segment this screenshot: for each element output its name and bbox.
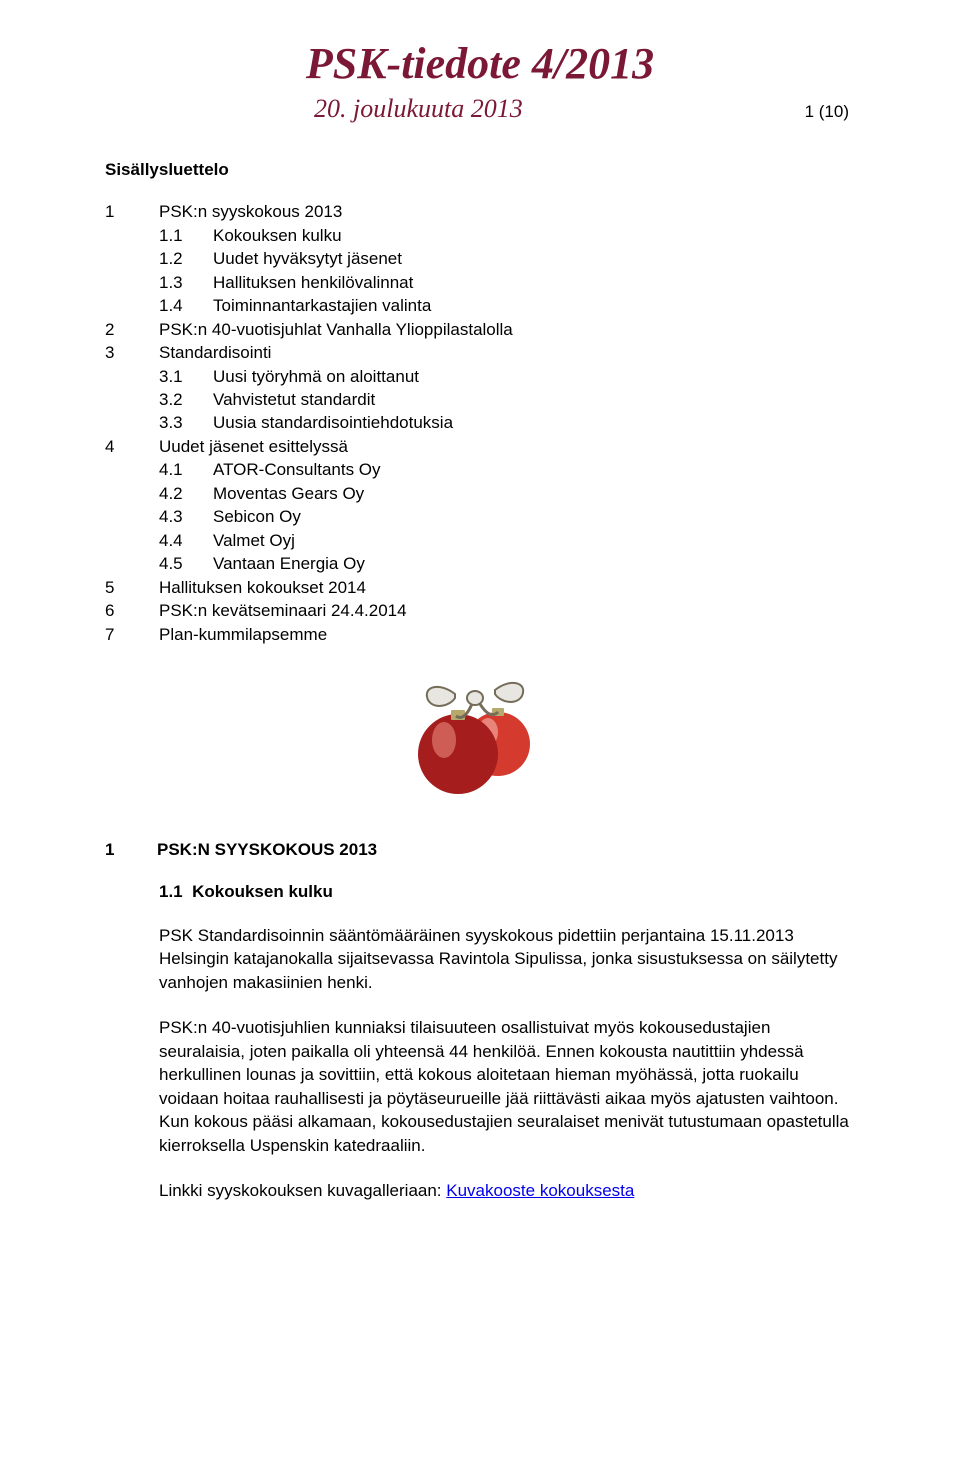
toc-entry: 1.1Kokouksen kulku [105,224,855,247]
section-1-1-title: Kokouksen kulku [192,882,333,901]
section-1-body: 1.1 Kokouksen kulku PSK Standardisoinnin… [159,882,855,1203]
table-of-contents: 1PSK:n syyskokous 20131.1Kokouksen kulku… [105,200,855,646]
toc-entry-num: 7 [105,623,159,646]
toc-entry-label: Hallituksen kokoukset 2014 [159,576,366,599]
toc-entry-num: 6 [105,599,159,622]
toc-entry-label: Vantaan Energia Oy [213,552,365,575]
toc-entry: 1PSK:n syyskokous 2013 [105,200,855,223]
toc-entry: 5Hallituksen kokoukset 2014 [105,576,855,599]
toc-entry-label: Uudet jäsenet esittelyssä [159,435,348,458]
toc-entry: 4.5Vantaan Energia Oy [105,552,855,575]
document-title: PSK-tiedote 4/2013 [105,40,855,88]
paragraph-1: PSK Standardisoinnin sääntömääräinen syy… [159,924,855,994]
toc-entry-label: Sebicon Oy [213,505,301,528]
page-indicator: 1 (10) [805,102,849,122]
toc-heading: Sisällysluettelo [105,160,855,180]
toc-entry-label: Vahvistetut standardit [213,388,375,411]
toc-entry-label: Plan-kummilapsemme [159,623,327,646]
toc-entry-num: 4.5 [159,552,213,575]
toc-entry-num: 4.4 [159,529,213,552]
toc-entry-label: Valmet Oyj [213,529,295,552]
section-1-heading: 1PSK:N SYYSKOKOUS 2013 [105,840,855,860]
toc-entry: 4.4Valmet Oyj [105,529,855,552]
toc-entry-num: 1.2 [159,247,213,270]
toc-entry-num: 1.1 [159,224,213,247]
toc-entry: 1.4Toiminnantarkastajien valinta [105,294,855,317]
paragraph-3: Linkki syyskokouksen kuvagalleriaan: Kuv… [159,1179,855,1202]
toc-entry-num: 3.3 [159,411,213,434]
toc-entry-label: ATOR-Consultants Oy [213,458,381,481]
sub-header: 20. joulukuuta 2013 1 (10) [109,94,851,124]
document-page: PSK-tiedote 4/2013 20. joulukuuta 2013 1… [0,0,960,1462]
paragraph-2: PSK:n 40-vuotisjuhlien kunniaksi tilaisu… [159,1016,855,1157]
toc-entry: 3Standardisointi [105,341,855,364]
toc-entry-num: 3.2 [159,388,213,411]
toc-entry-label: PSK:n syyskokous 2013 [159,200,342,223]
toc-entry: 3.3Uusia standardisointiehdotuksia [105,411,855,434]
toc-entry-label: PSK:n 40-vuotisjuhlat Vanhalla Ylioppila… [159,318,513,341]
gallery-link[interactable]: Kuvakooste kokouksesta [446,1181,634,1200]
toc-entry-label: Hallituksen henkilövalinnat [213,271,413,294]
document-date: 20. joulukuuta 2013 [314,94,523,124]
toc-entry: 4Uudet jäsenet esittelyssä [105,435,855,458]
toc-entry: 2PSK:n 40-vuotisjuhlat Vanhalla Ylioppil… [105,318,855,341]
toc-entry: 1.3Hallituksen henkilövalinnat [105,271,855,294]
christmas-ornament-image [400,676,560,796]
section-1-1-num: 1.1 [159,882,183,901]
toc-entry-label: PSK:n kevätseminaari 24.4.2014 [159,599,407,622]
toc-entry-label: Kokouksen kulku [213,224,342,247]
toc-entry-num: 1.4 [159,294,213,317]
section-1-1-heading: 1.1 Kokouksen kulku [159,882,855,902]
section-1-num: 1 [105,840,157,860]
toc-entry-num: 4 [105,435,159,458]
toc-entry: 4.2Moventas Gears Oy [105,482,855,505]
toc-entry-label: Uusi työryhmä on aloittanut [213,365,419,388]
section-1-title: PSK:N SYYSKOKOUS 2013 [157,840,377,859]
toc-entry: 4.3Sebicon Oy [105,505,855,528]
toc-entry-num: 3 [105,341,159,364]
paragraph-3-prefix: Linkki syyskokouksen kuvagalleriaan: [159,1181,446,1200]
toc-entry: 3.1Uusi työryhmä on aloittanut [105,365,855,388]
toc-entry-num: 1.3 [159,271,213,294]
toc-entry-num: 5 [105,576,159,599]
toc-entry-label: Moventas Gears Oy [213,482,364,505]
toc-entry-num: 2 [105,318,159,341]
toc-entry-num: 4.1 [159,458,213,481]
toc-entry: 6PSK:n kevätseminaari 24.4.2014 [105,599,855,622]
toc-entry-num: 4.3 [159,505,213,528]
page-header: PSK-tiedote 4/2013 [105,40,855,88]
toc-entry-label: Uusia standardisointiehdotuksia [213,411,453,434]
toc-entry-label: Uudet hyväksytyt jäsenet [213,247,402,270]
toc-entry-label: Toiminnantarkastajien valinta [213,294,431,317]
toc-entry-num: 4.2 [159,482,213,505]
toc-entry-num: 3.1 [159,365,213,388]
toc-entry: 3.2Vahvistetut standardit [105,388,855,411]
toc-entry-num: 1 [105,200,159,223]
toc-entry: 7Plan-kummilapsemme [105,623,855,646]
toc-entry: 4.1ATOR-Consultants Oy [105,458,855,481]
toc-entry-label: Standardisointi [159,341,271,364]
toc-entry: 1.2Uudet hyväksytyt jäsenet [105,247,855,270]
